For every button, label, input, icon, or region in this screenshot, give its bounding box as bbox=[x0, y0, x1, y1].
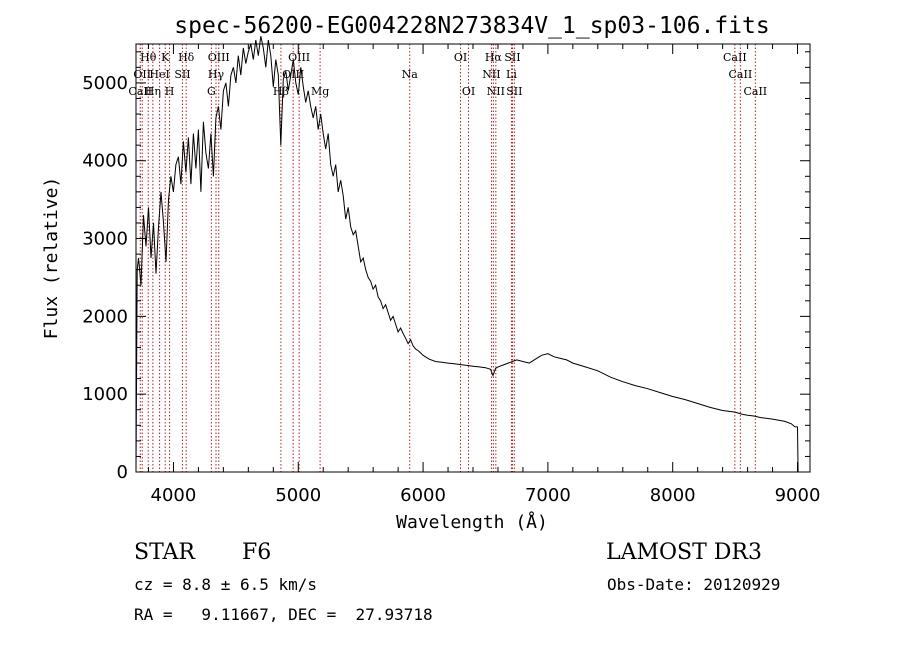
spectral-line-label: SII bbox=[506, 85, 522, 98]
y-tick-label: 1000 bbox=[82, 384, 128, 405]
spectral-line-label: Hγ bbox=[208, 68, 225, 81]
object-subclass: F6 bbox=[242, 540, 272, 565]
x-tick-label: 9000 bbox=[775, 485, 821, 506]
spectral-lines-layer bbox=[139, 44, 756, 472]
spectral-line-label: OI bbox=[454, 51, 467, 64]
spectral-line-labels: CaII OII Hθ Hη HeI K H SII Hδ G Hγ OIII Hβ OIII OIII Mg… bbox=[128, 51, 767, 98]
x-tick-label: 7000 bbox=[525, 485, 571, 506]
x-tick-label: 5000 bbox=[275, 485, 321, 506]
spectral-line-label: Hθ bbox=[140, 51, 157, 64]
redshift-cz: cz = 8.8 ± 6.5 km/s bbox=[134, 575, 318, 594]
spectral-line-label: CaII bbox=[128, 85, 152, 98]
spectral-line-label: SII bbox=[174, 68, 190, 81]
x-tick-label: 6000 bbox=[400, 485, 446, 506]
y-axis-label: Flux (relative) bbox=[41, 177, 62, 340]
spectral-line-label: NII bbox=[482, 68, 500, 81]
y-tick-label: 0 bbox=[117, 462, 128, 483]
y-tick-label: 5000 bbox=[82, 73, 128, 94]
spectral-line-label: OIII bbox=[282, 68, 304, 81]
spectral-line-label: OIII bbox=[208, 51, 230, 64]
chart-title: spec-56200-EG004228N273834V_1_sp03-106.f… bbox=[174, 13, 769, 39]
spectral-line-label: CaII bbox=[729, 68, 753, 81]
spectral-line-label: Hδ bbox=[178, 51, 195, 64]
y-tick-label: 2000 bbox=[82, 306, 128, 327]
obs-date: Obs-Date: 20120929 bbox=[607, 575, 781, 594]
x-axis-label: Wavelength (Å) bbox=[396, 511, 548, 533]
spectral-line-label: OIII bbox=[288, 51, 310, 64]
spectral-line-label: CaII bbox=[723, 51, 747, 64]
spectral-line-label: Na bbox=[402, 68, 419, 81]
spectral-line-label: SII bbox=[504, 51, 520, 64]
y-tick-label: 4000 bbox=[82, 151, 128, 172]
y-tick-label: 3000 bbox=[82, 229, 128, 250]
spectral-line-label: NII bbox=[487, 85, 505, 98]
x-tick-label: 8000 bbox=[650, 485, 696, 506]
spectral-line-label: OII bbox=[133, 68, 151, 81]
coordinates: RA = 9.11667, DEC = 27.93718 bbox=[134, 605, 433, 624]
spectral-line-label: Hβ bbox=[273, 85, 289, 98]
x-axis-ticks: 4000 5000 6000 7000 8000 9000 bbox=[147, 44, 821, 506]
spectral-line-label: Hη bbox=[145, 85, 161, 98]
spectral-line-label: G bbox=[207, 85, 216, 98]
x-tick-label: 4000 bbox=[151, 485, 197, 506]
spectral-line-label: K bbox=[161, 51, 170, 64]
spectral-line-label: CaII bbox=[743, 85, 767, 98]
spectral-line-label: OI bbox=[462, 85, 475, 98]
spectral-line-label: Hα bbox=[485, 51, 503, 64]
plot-frame bbox=[135, 43, 811, 473]
object-class: STAR bbox=[134, 540, 195, 565]
spectral-line-label: Mg bbox=[311, 85, 329, 98]
survey-name: LAMOST DR3 bbox=[606, 540, 762, 565]
flux-series-line bbox=[135, 36, 799, 473]
spectral-line-label: HeI bbox=[149, 68, 169, 81]
spectral-line-label: Li bbox=[506, 68, 517, 81]
spectral-line-label: H bbox=[165, 85, 175, 98]
y-axis-ticks: 0 1000 2000 3000 4000 5000 bbox=[82, 51, 810, 483]
